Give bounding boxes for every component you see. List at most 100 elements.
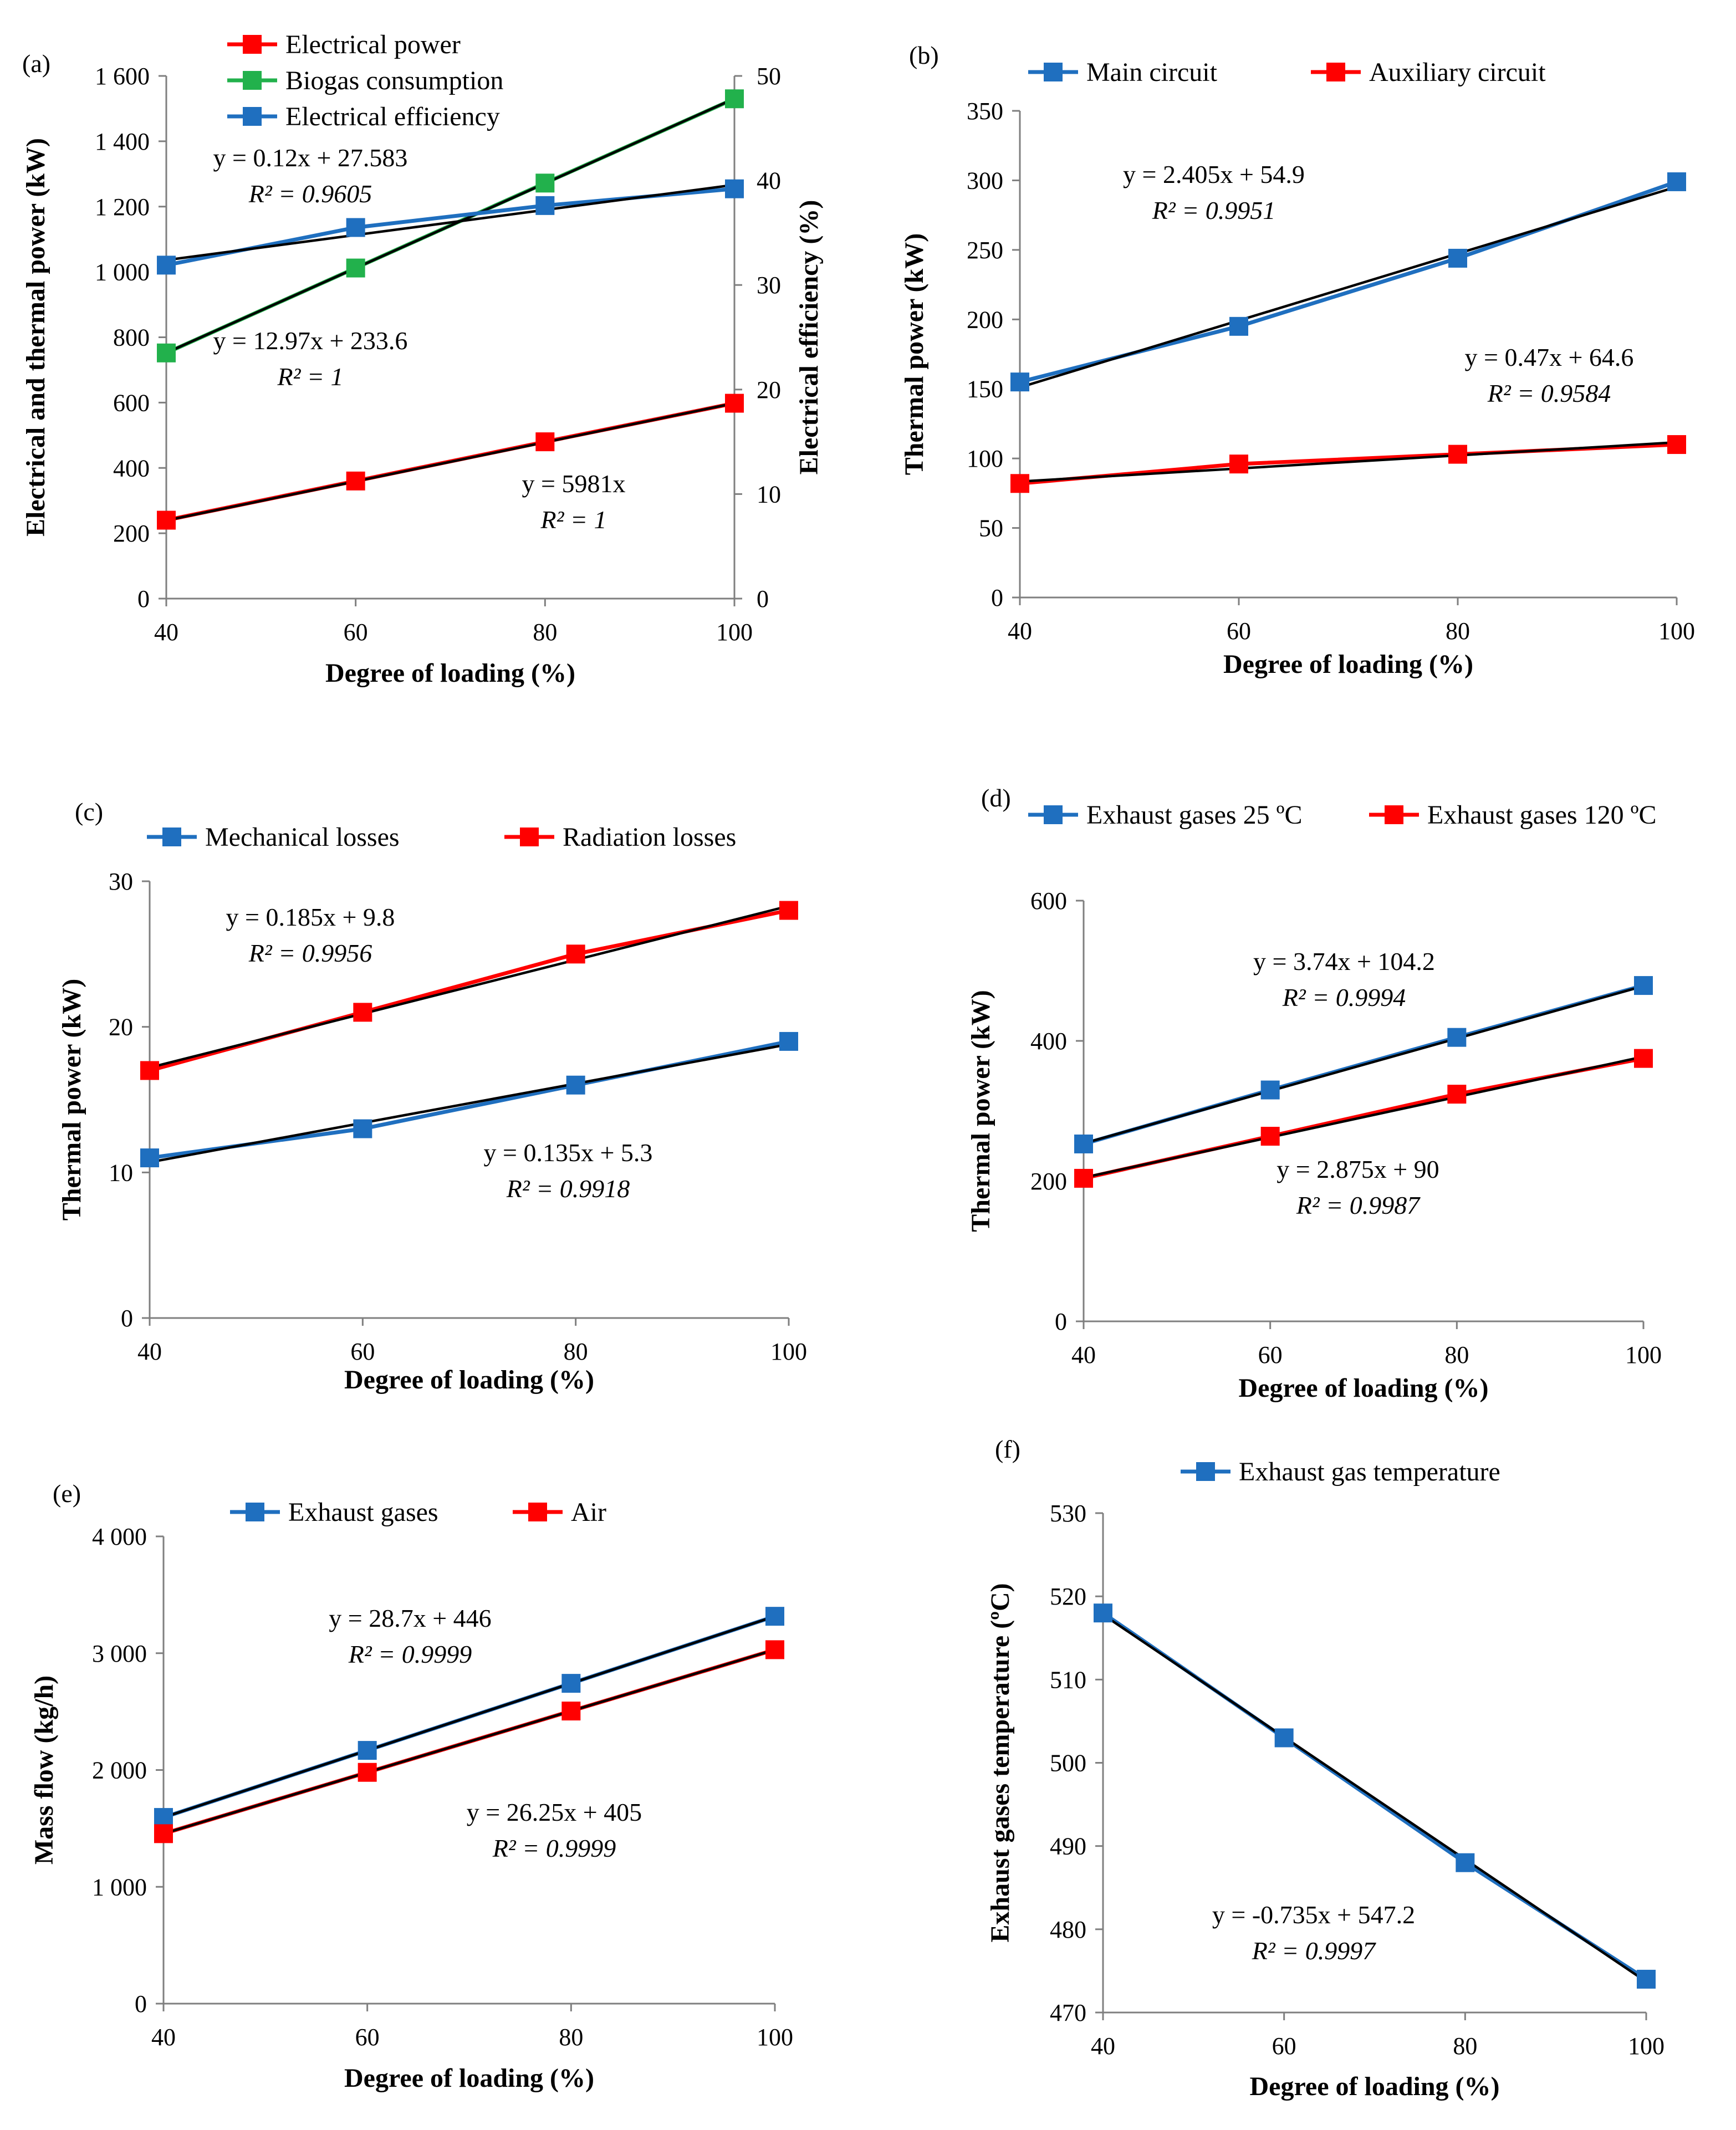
data-point-marker (346, 258, 365, 278)
y-tick-label: 100 (967, 445, 1003, 472)
y-axis-title: Mass flow (kg/h) (29, 1676, 59, 1865)
y-tick-label: 530 (1050, 1500, 1086, 1527)
data-point-marker (154, 1808, 173, 1827)
x-tick-label: 80 (1444, 1341, 1469, 1368)
data-point-marker (1456, 1853, 1475, 1872)
data-point-marker (1074, 1168, 1093, 1188)
y-axis-title: Exhaust gases temperature (ºC) (986, 1583, 1015, 1942)
legend-marker (1196, 1462, 1215, 1481)
y-tick-label: 400 (113, 454, 150, 482)
data-point-marker (535, 173, 555, 193)
data-point-marker (561, 1674, 581, 1693)
y-tick-label: 510 (1050, 1666, 1086, 1693)
data-point-marker (535, 196, 555, 215)
panel-label: (d) (981, 784, 1011, 812)
x-tick-label: 100 (1625, 1341, 1662, 1368)
data-point-marker (346, 471, 365, 491)
y2-tick-label: 40 (757, 167, 781, 195)
data-point-marker (1637, 1969, 1656, 1989)
x-tick-label: 80 (1453, 2032, 1477, 2060)
data-point-marker (1667, 172, 1686, 191)
y-axis-title: Thermal power (kW) (966, 990, 995, 1232)
r-squared-value: R² = 0.9999 (348, 1640, 472, 1668)
y2-tick-label: 30 (757, 272, 781, 299)
regression-equation: y = 0.135x + 5.3 (484, 1138, 653, 1167)
legend-marker (246, 1503, 264, 1521)
x-axis-title: Degree of loading (%) (344, 1365, 594, 1395)
x-tick-label: 60 (344, 619, 368, 646)
regression-equation: y = 12.97x + 233.6 (213, 326, 408, 355)
y-tick-label: 3 000 (92, 1640, 147, 1667)
trendline (1083, 1055, 1644, 1179)
x-tick-label: 80 (1446, 617, 1470, 645)
y-tick-label: 400 (1030, 1028, 1067, 1055)
legend-marker (243, 71, 262, 90)
regression-equation: y = 0.185x + 9.8 (226, 903, 395, 931)
data-point-marker (1448, 248, 1467, 268)
x-tick-label: 100 (716, 619, 753, 646)
data-point-marker (779, 1031, 798, 1051)
trendline (163, 1648, 775, 1835)
legend-label: Exhaust gases (288, 1498, 438, 1527)
regression-equation: y = 2.875x + 90 (1277, 1155, 1439, 1183)
panel-label: (f) (995, 1435, 1020, 1463)
regression-equation: y = 26.25x + 405 (467, 1798, 642, 1826)
x-tick-label: 60 (1272, 2032, 1296, 2060)
legend-label: Exhaust gases 120 ºC (1427, 800, 1657, 830)
y-tick-label: 600 (1030, 887, 1067, 915)
data-point-marker (358, 1763, 377, 1782)
y-tick-label: 500 (1050, 1750, 1086, 1777)
y2-axis-title: Electrical efficiency (%) (794, 200, 824, 475)
y-axis-title: Thermal power (kW) (900, 233, 929, 475)
data-point-marker (1229, 454, 1248, 474)
x-tick-label: 80 (564, 1338, 588, 1365)
data-point-marker (157, 343, 176, 362)
legend-marker (1385, 805, 1403, 824)
regression-equation: y = -0.735x + 547.2 (1212, 1901, 1415, 1929)
data-point-marker (725, 89, 744, 109)
legend-label: Electrical efficiency (285, 102, 500, 131)
data-point-marker (765, 1640, 784, 1659)
y2-tick-label: 0 (757, 585, 769, 612)
legend-label: Air (571, 1498, 606, 1527)
y-tick-label: 1 200 (95, 193, 150, 221)
y-tick-label: 300 (967, 167, 1003, 194)
r-squared-value: R² = 0.9584 (1487, 379, 1611, 407)
y-tick-label: 470 (1050, 1999, 1086, 2026)
y-tick-label: 480 (1050, 1916, 1086, 1943)
x-axis-title: Degree of loading (%) (1249, 2072, 1499, 2101)
regression-equation: y = 0.47x + 64.6 (1465, 343, 1634, 371)
data-point-marker (1074, 1134, 1093, 1153)
x-tick-label: 80 (559, 2024, 583, 2051)
r-squared-value: R² = 0.9605 (248, 180, 372, 208)
x-axis-title: Degree of loading (%) (1238, 1373, 1488, 1403)
x-tick-label: 40 (154, 619, 178, 646)
y-tick-label: 30 (109, 868, 133, 895)
regression-equation: y = 3.74x + 104.2 (1253, 947, 1435, 975)
trendline (1019, 441, 1677, 483)
y-axis-title: Electrical and thermal power (kW) (21, 138, 50, 537)
legend-marker (1326, 63, 1345, 81)
data-point-marker (1094, 1603, 1112, 1623)
y-tick-label: 200 (113, 520, 150, 547)
x-tick-label: 60 (355, 2024, 380, 2051)
y-tick-label: 800 (113, 324, 150, 351)
legend-marker (243, 107, 262, 126)
data-point-marker (1274, 1728, 1294, 1748)
y2-tick-label: 50 (757, 63, 781, 90)
trendline (166, 97, 735, 354)
panel-label: (c) (75, 798, 103, 826)
y-tick-label: 2 000 (92, 1757, 147, 1784)
legend-marker (1044, 805, 1063, 824)
legend-label: Radiation losses (563, 823, 736, 852)
panel-label: (b) (909, 41, 939, 69)
data-point-marker (725, 394, 744, 413)
series-line (1019, 442, 1677, 486)
x-tick-label: 40 (1091, 2032, 1115, 2060)
trendline (149, 1043, 789, 1164)
r-squared-value: R² = 1 (277, 362, 344, 391)
y-tick-label: 1 400 (95, 128, 150, 155)
chart-panel-c: (c) 0 10 20 30 40 60 80 100 Degree of loading (%)… (57, 798, 807, 1395)
data-point-marker (566, 1075, 585, 1095)
x-tick-label: 100 (1628, 2032, 1664, 2060)
